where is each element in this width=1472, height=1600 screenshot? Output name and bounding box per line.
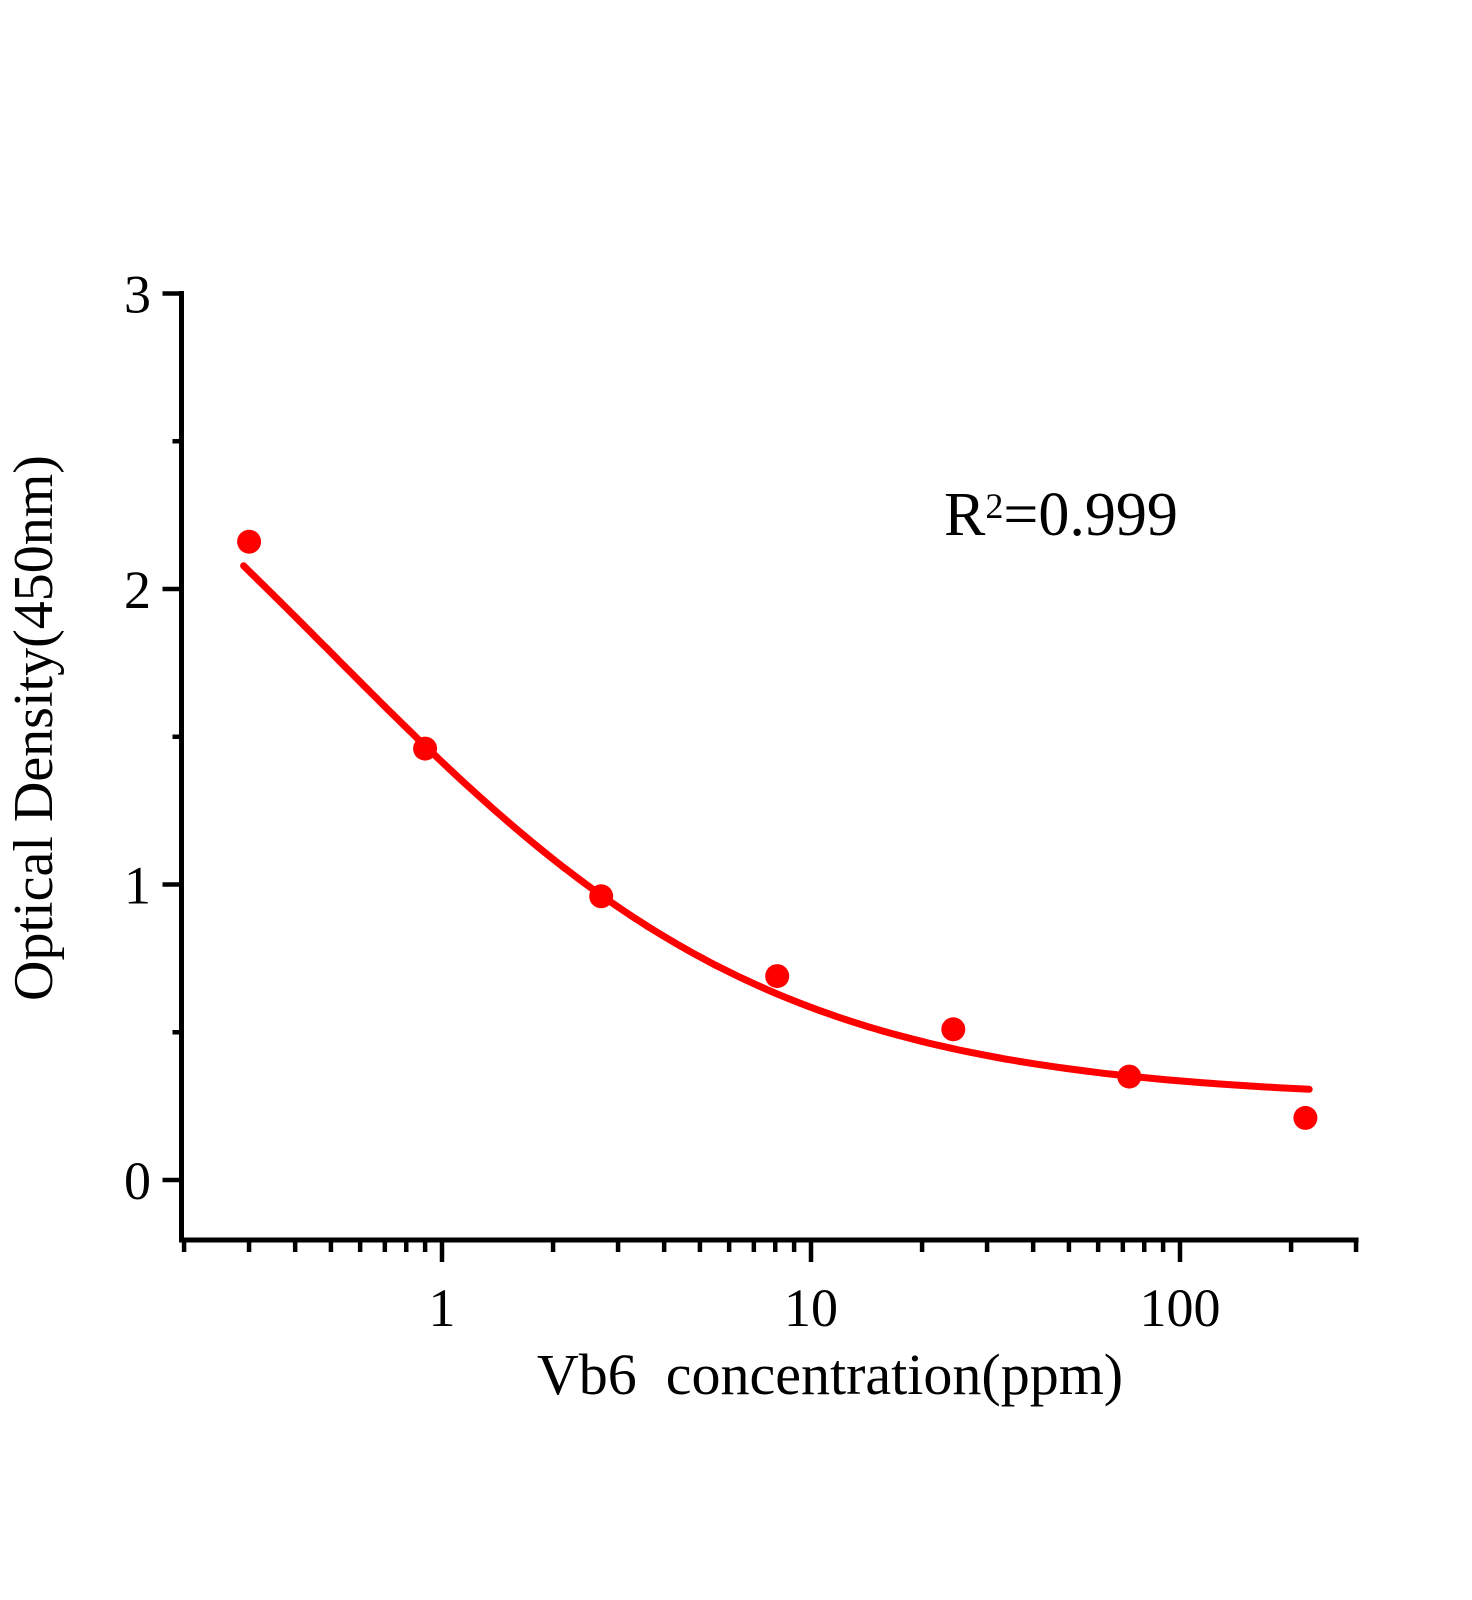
data-point	[1293, 1105, 1318, 1130]
y-tick-label: 2	[124, 560, 151, 620]
data-points	[237, 529, 1318, 1130]
data-point	[237, 529, 262, 554]
y-axis-title: Optical Density(450nm)	[3, 455, 65, 1001]
data-point	[589, 884, 614, 909]
y-tick-label: 1	[124, 856, 151, 916]
fit-curve-path	[240, 562, 1313, 1093]
data-point	[413, 736, 438, 761]
x-tick-label: 100	[1140, 1278, 1221, 1338]
x-tick-label: 10	[784, 1278, 838, 1338]
x-tick-label: 1	[429, 1278, 456, 1338]
axes	[179, 291, 1359, 1243]
data-point	[1117, 1064, 1142, 1089]
axis-frame	[179, 291, 1359, 1243]
tick-labels: 0 1 2 3 1 10 100	[124, 265, 1221, 1339]
tick-marks	[162, 291, 1359, 1262]
y-tick-label: 3	[124, 265, 151, 325]
data-point	[765, 964, 790, 989]
y-tick-label: 0	[124, 1151, 151, 1211]
r-squared-annotation: R2=0.999	[944, 484, 1178, 546]
x-axis-title: Vb6 concentration(ppm)	[536, 1342, 1124, 1407]
r-squared-value: =0.999	[1003, 481, 1178, 549]
fit-curve	[240, 562, 1313, 1093]
r-squared-base: R	[944, 481, 986, 549]
data-point	[941, 1017, 966, 1042]
r-squared-exponent: 2	[985, 485, 1004, 526]
